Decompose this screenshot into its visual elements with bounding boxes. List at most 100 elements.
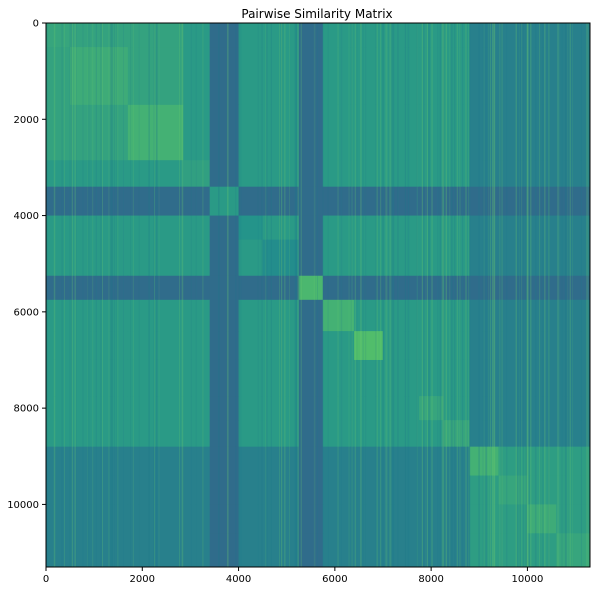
heatmap-stripe [153,23,155,567]
heatmap-cell [419,239,444,277]
heatmap-stripe [465,23,467,567]
heatmap-stripe [279,23,280,567]
heatmap-cell [498,446,528,476]
heatmap-stripe [70,23,72,567]
heatmap-stripe [227,23,229,567]
heatmap-stripe [102,23,104,567]
heatmap-cell [354,47,384,106]
heatmap-cell [556,475,591,505]
heatmap-cell [354,420,384,448]
heatmap-stripe [240,23,242,567]
heatmap-cells [46,23,591,568]
heatmap-stripe [485,23,488,567]
heatmap-stripe [534,23,537,567]
heatmap-stripe [441,23,444,567]
heatmap-stripe [561,23,563,567]
heatmap-cell [354,186,384,216]
heatmap-cell [209,396,239,421]
heatmap-stripe [439,23,442,567]
heatmap-stripe [557,23,559,567]
heatmap-cell [70,23,129,48]
heatmap-cell [382,104,420,161]
heatmap-cell [298,533,324,568]
heatmap-stripe [115,23,118,567]
heatmap-stripe [500,23,502,567]
heatmap-cell [527,186,557,216]
heatmap-cell [322,104,355,161]
heatmap-cell [498,160,528,188]
heatmap-stripe [450,23,453,567]
heatmap-stripe [468,23,471,567]
heatmap-stripe [465,23,468,567]
heatmap-cell [262,359,300,397]
heatmap-cell [443,396,471,421]
heatmap-cell [322,160,355,188]
heatmap-cell [498,420,528,448]
heatmap-cell [498,104,528,161]
heatmap-cell [443,331,471,361]
heatmap-cell [498,475,528,505]
heatmap-cell [556,160,591,188]
heatmap-stripe [518,23,520,567]
heatmap-cell [238,23,264,48]
heatmap-cell [498,533,528,568]
heatmap-cell [527,504,557,534]
heatmap-cell [183,446,211,476]
x-tick-label: 6000 [322,574,347,585]
heatmap-stripe [382,23,384,567]
heatmap-cell [127,186,184,216]
heatmap-cell [443,47,471,106]
heatmap-cell [70,396,129,421]
heatmap-stripe [557,23,560,567]
heatmap-cell [298,239,324,277]
heatmap-cell [209,239,239,277]
heatmap-cell [70,275,129,301]
heatmap-cell [183,47,211,106]
heatmap-cell [322,275,355,301]
heatmap-cell [46,299,71,332]
heatmap-cell [382,239,420,277]
heatmap-cell [498,239,528,277]
heatmap-stripe [587,23,589,567]
heatmap-stripe [108,23,110,567]
heatmap-cell [382,420,420,448]
heatmap-cell [443,504,471,534]
heatmap-stripe [397,23,398,567]
heatmap-cell [354,475,384,505]
heatmap-stripe [482,23,484,567]
heatmap-cell [382,396,420,421]
heatmap-cell [469,239,499,277]
heatmap-cell [183,160,211,188]
heatmap-cell [238,420,264,448]
heatmap-cell [183,396,211,421]
heatmap-cell [298,186,324,216]
heatmap-stripe [195,23,197,567]
heatmap-stripe [567,23,569,567]
heatmap-cell [322,186,355,216]
heatmap-cell [556,215,591,241]
heatmap-cell [127,359,184,397]
heatmap-stripe [158,23,160,567]
heatmap-stripe [527,23,529,567]
heatmap-cell [443,160,471,188]
heatmap-stripe [519,23,521,567]
heatmap-cell [46,275,71,301]
heatmap-cell [46,104,71,161]
heatmap-cell [382,23,420,48]
heatmap-stripe [300,23,303,567]
heatmap-cell [498,215,528,241]
heatmap-stripe [337,23,339,567]
heatmap-cell [498,23,528,48]
heatmap-stripe [296,23,298,567]
heatmap-stripe [428,23,431,567]
heatmap-cell [209,359,239,397]
heatmap-cell [46,331,71,361]
heatmap-stripe [123,23,124,567]
heatmap-cell [354,533,384,568]
heatmap-cell [469,533,499,568]
heatmap-cell [262,396,300,421]
heatmap-stripe [280,23,283,567]
heatmap-cell [498,359,528,397]
heatmap-stripe [95,23,97,567]
heatmap-cell [469,299,499,332]
